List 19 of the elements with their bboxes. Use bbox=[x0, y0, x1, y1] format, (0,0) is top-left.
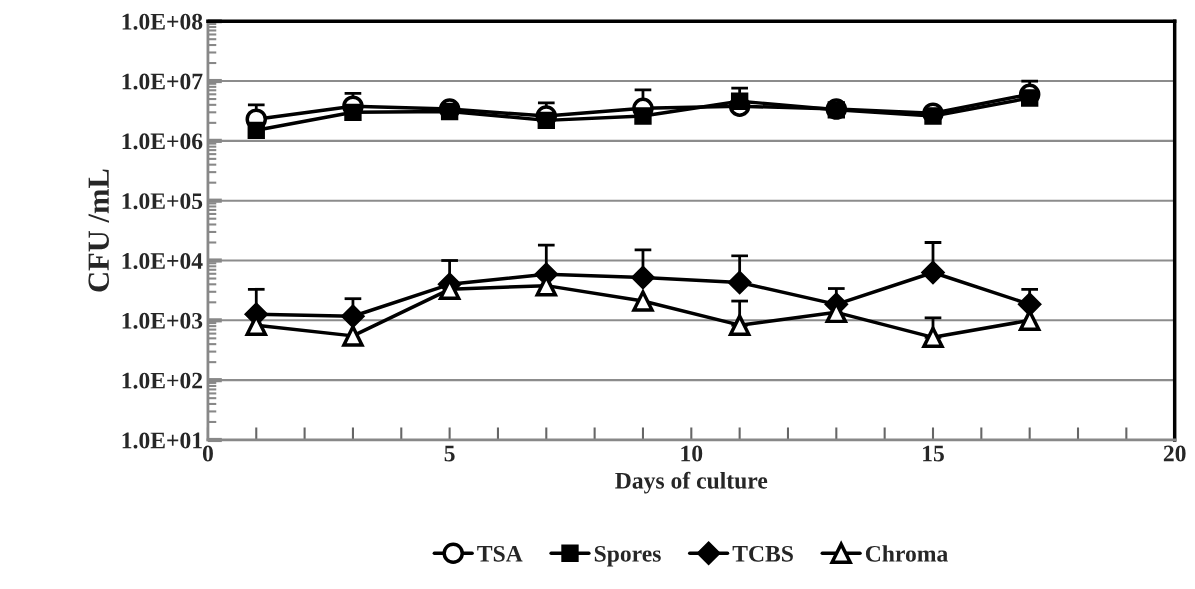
y-tick-label: 1.0E+05 bbox=[122, 193, 203, 210]
legend-label: TSA bbox=[477, 545, 523, 562]
x-tick-label: 20 bbox=[1163, 445, 1186, 462]
legend-label: Chroma bbox=[865, 545, 948, 562]
legend-label: TCBS bbox=[732, 545, 793, 562]
y-tick-label: 1.0E+02 bbox=[122, 372, 203, 389]
y-tick-label: 1.0E+04 bbox=[122, 253, 203, 270]
legend-label: Spores bbox=[594, 545, 661, 567]
x-tick-label: 0 bbox=[202, 445, 213, 462]
y-tick-label: 1.0E+03 bbox=[122, 312, 203, 329]
x-tick-label: 5 bbox=[444, 445, 455, 462]
y-tick-label: 1.0E+07 bbox=[122, 73, 203, 90]
y-tick-label: 1.0E+06 bbox=[122, 133, 203, 150]
x-tick-label: 10 bbox=[681, 445, 703, 462]
x-tick-label: 15 bbox=[923, 445, 944, 462]
y-tick-label: 1.0E+01 bbox=[122, 432, 202, 449]
y-tick-label: 1.0E+08 bbox=[122, 13, 203, 30]
y-axis-title: CFU /mL bbox=[88, 169, 109, 292]
x-axis-title: Days of culture bbox=[615, 471, 768, 494]
